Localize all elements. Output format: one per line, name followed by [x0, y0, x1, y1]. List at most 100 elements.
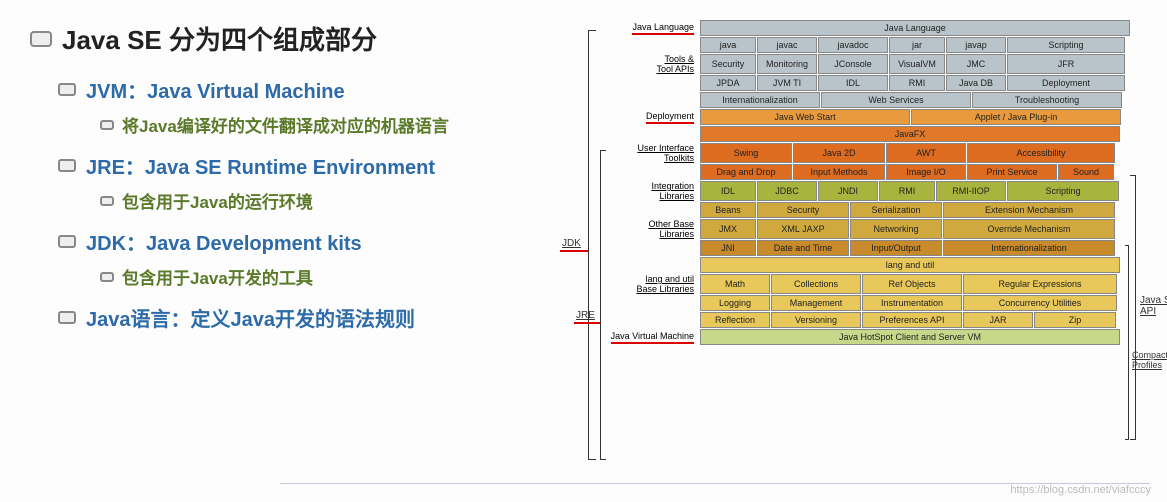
- diagram-row: lang and util: [610, 257, 1167, 273]
- diagram-cell: JNDI: [818, 181, 878, 201]
- diagram-cell: javadoc: [818, 37, 888, 53]
- row-cells: ReflectionVersioningPreferences APIJARZi…: [700, 312, 1167, 328]
- diagram-row: javajavacjavadocjarjavapScripting: [610, 37, 1167, 53]
- diagram-cell: javap: [946, 37, 1006, 53]
- diagram-cell: Image I/O: [886, 164, 966, 180]
- row-label: [610, 202, 700, 218]
- row-cells: BeansSecuritySerializationExtension Mech…: [700, 202, 1167, 218]
- row-label: [610, 240, 700, 256]
- diagram-cell: lang and util: [700, 257, 1120, 273]
- diagram-cell: Versioning: [771, 312, 861, 328]
- row-label: lang and util Base Libraries: [610, 274, 700, 294]
- row-label: Java Language: [610, 20, 700, 36]
- diagram-row: DeploymentJava Web StartApplet / Java Pl…: [610, 109, 1167, 125]
- section-sub-text: 包含用于Java的运行环境: [122, 188, 313, 213]
- row-cells: SwingJava 2DAWTAccessibility: [700, 143, 1167, 163]
- diagram-row: User Interface ToolkitsSwingJava 2DAWTAc…: [610, 143, 1167, 163]
- diagram-cell: Zip: [1034, 312, 1116, 328]
- diagram-cell: Print Service: [967, 164, 1057, 180]
- row-cells: JPDAJVM TIIDLRMIJava DBDeployment: [700, 75, 1167, 91]
- section-heading-text: Java语言：定义Java开发的语法规则: [86, 303, 415, 332]
- row-label: [610, 312, 700, 328]
- jdk-label-red: [560, 250, 588, 252]
- row-cells: JMXXML JAXPNetworkingOverride Mechanism: [700, 219, 1167, 239]
- diagram-row: JavaFX: [610, 126, 1167, 142]
- left-panel: Java SE 分为四个组成部分 JVM：Java Virtual Machin…: [30, 20, 570, 340]
- diagram-cell: AWT: [886, 143, 966, 163]
- diagram-cell: RMI: [889, 75, 945, 91]
- diagram-row: Integration LibrariesIDLJDBCJNDIRMIRMI-I…: [610, 181, 1167, 201]
- row-label: Tools & Tool APIs: [610, 54, 700, 74]
- diagram-cell: Instrumentation: [862, 295, 962, 311]
- diagram-row: JPDAJVM TIIDLRMIJava DBDeployment: [610, 75, 1167, 91]
- diagram-cell: Reflection: [700, 312, 770, 328]
- section-heading-text: JRE：Java SE Runtime Environment: [86, 151, 435, 180]
- diagram-cell: JAR: [963, 312, 1033, 328]
- row-label: [610, 295, 700, 311]
- diagram-cell: IDL: [818, 75, 888, 91]
- diagram-row: lang and util Base LibrariesMathCollecti…: [610, 274, 1167, 294]
- diagram-cell: JMX: [700, 219, 756, 239]
- row-label: Java Virtual Machine: [610, 329, 700, 345]
- row-label: User Interface Toolkits: [610, 143, 700, 163]
- diagram-cell: Java DB: [946, 75, 1006, 91]
- diagram-cell: Input/Output: [850, 240, 942, 256]
- row-label: [610, 257, 700, 273]
- jdk-label: JDK: [562, 238, 581, 249]
- row-label: Other Base Libraries: [610, 219, 700, 239]
- diagram-row: Drag and DropInput MethodsImage I/OPrint…: [610, 164, 1167, 180]
- right-panel: JDK JRE Java LanguageJava Languagejavaja…: [570, 20, 1157, 340]
- diagram-cell: Java 2D: [793, 143, 885, 163]
- section-sub: 包含用于Java的运行环境: [100, 188, 560, 213]
- diagram-cell: Sound: [1058, 164, 1114, 180]
- diagram-cell: JConsole: [818, 54, 888, 74]
- watermark: https://blog.csdn.net/viafcccy: [1010, 484, 1151, 496]
- bullet-icon: [30, 31, 52, 47]
- row-cells: JavaFX: [700, 126, 1167, 142]
- diagram-row: ReflectionVersioningPreferences APIJARZi…: [610, 312, 1167, 328]
- jre-label-red: [574, 322, 600, 324]
- row-cells: Java Language: [700, 20, 1167, 36]
- diagram-cell: Input Methods: [793, 164, 885, 180]
- jre-bracket: [600, 150, 606, 460]
- javase-api-label: Java SE API: [1140, 295, 1167, 317]
- diagram-cell: JPDA: [700, 75, 756, 91]
- bullet-icon: [100, 196, 114, 206]
- diagram-cell: Drag and Drop: [700, 164, 792, 180]
- bullet-icon: [58, 311, 76, 324]
- diagram-cell: IDL: [700, 181, 756, 201]
- diagram-row: BeansSecuritySerializationExtension Mech…: [610, 202, 1167, 218]
- diagram-cell: jar: [889, 37, 945, 53]
- diagram-cell: Security: [757, 202, 849, 218]
- compact-bracket: [1125, 245, 1129, 440]
- section-heading: JRE：Java SE Runtime Environment: [58, 151, 560, 180]
- diagram-cell: RMI-IIOP: [936, 181, 1006, 201]
- diagram-cell: Java HotSpot Client and Server VM: [700, 329, 1120, 345]
- section-sub: 将Java编译好的文件翻译成对应的机器语言: [100, 112, 560, 137]
- diagram-cell: XML JAXP: [757, 219, 849, 239]
- row-cells: SecurityMonitoringJConsoleVisualVMJMCJFR: [700, 54, 1167, 74]
- diagram-cell: javac: [757, 37, 817, 53]
- diagram-cell: java: [700, 37, 756, 53]
- section-heading-text: JDK：Java Development kits: [86, 227, 362, 256]
- section-sub-text: 包含用于Java开发的工具: [122, 264, 313, 289]
- main-container: Java SE 分为四个组成部分 JVM：Java Virtual Machin…: [0, 0, 1167, 350]
- row-label: [610, 75, 700, 91]
- diagram-cell: VisualVM: [889, 54, 945, 74]
- bullet-icon: [58, 235, 76, 248]
- diagram-cell: Math: [700, 274, 770, 294]
- bullet-icon: [58, 83, 76, 96]
- diagram-cell: JFR: [1007, 54, 1125, 74]
- diagram-row: Java Virtual MachineJava HotSpot Client …: [610, 329, 1167, 345]
- diagram-cell: Java Language: [700, 20, 1130, 36]
- diagram-row: LoggingManagementInstrumentationConcurre…: [610, 295, 1167, 311]
- diagram-cell: Override Mechanism: [943, 219, 1115, 239]
- diagram-row: Tools & Tool APIsSecurityMonitoringJCons…: [610, 54, 1167, 74]
- jre-label: JRE: [576, 310, 595, 321]
- diagram-cell: Preferences API: [862, 312, 962, 328]
- diagram-cell: Troubleshooting: [972, 92, 1122, 108]
- diagram-cell: JavaFX: [700, 126, 1120, 142]
- diagram-cell: Java Web Start: [700, 109, 910, 125]
- row-cells: LoggingManagementInstrumentationConcurre…: [700, 295, 1167, 311]
- diagram-cell: Scripting: [1007, 181, 1119, 201]
